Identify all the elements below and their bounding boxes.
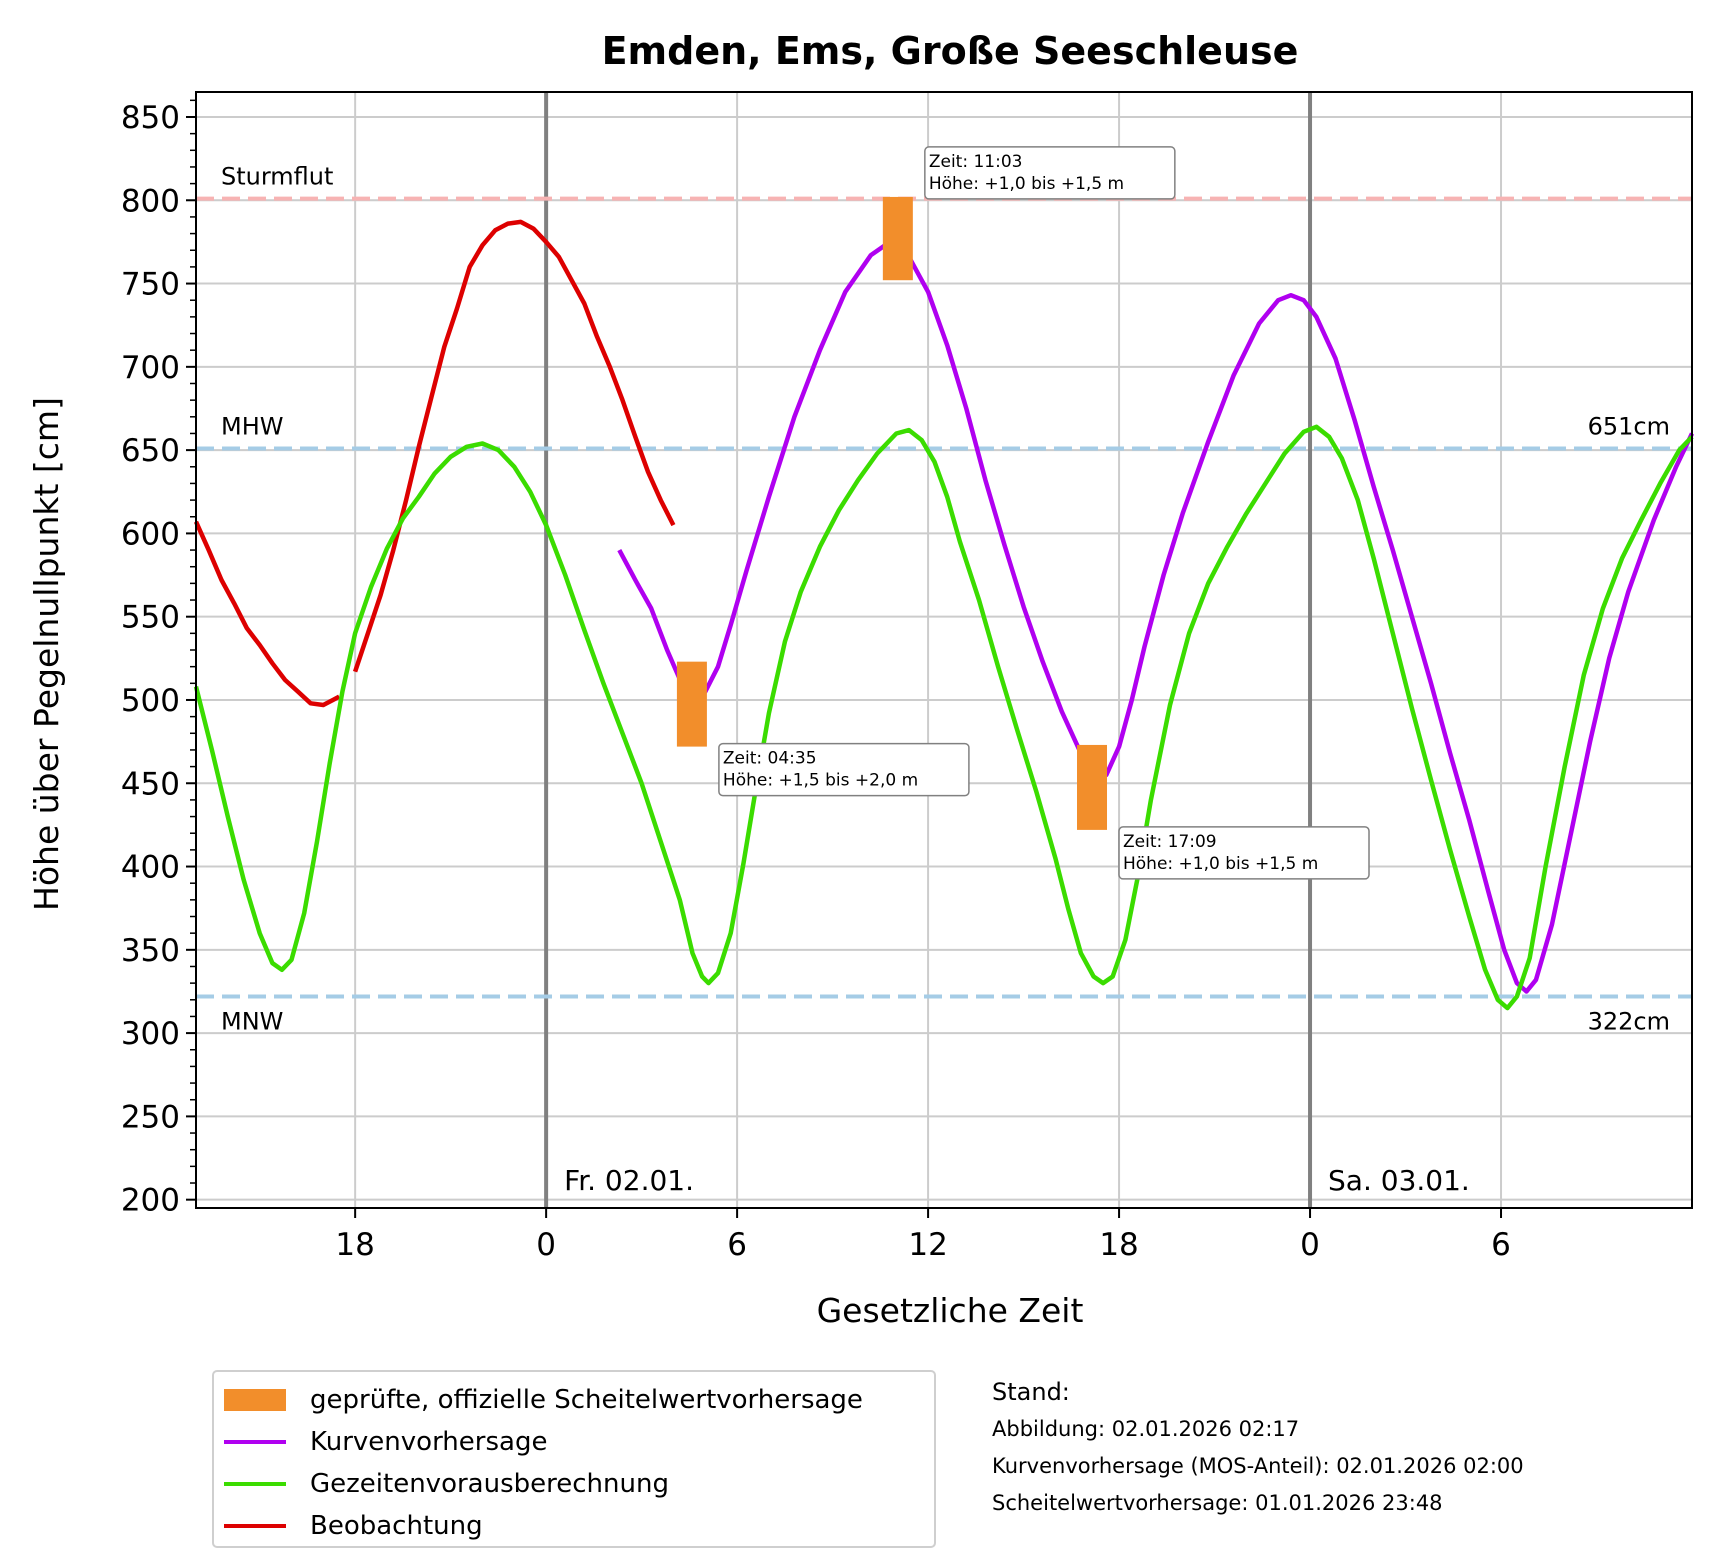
x-tick-label: 0: [536, 1227, 556, 1263]
y-tick-label: 300: [121, 1016, 180, 1052]
x-tick-label: 18: [1099, 1227, 1138, 1263]
y-tick-label: 250: [121, 1099, 180, 1135]
crest-annotation-text: Höhe: +1,0 bis +1,5 m: [929, 174, 1124, 194]
y-tick-label: 500: [121, 683, 180, 719]
legend-swatch-gezeiten: [224, 1482, 286, 1486]
legend: geprüfte, offizielle Scheitelwertvorhers…: [212, 1370, 936, 1548]
y-tick-label: 750: [121, 267, 180, 303]
y-tick-label: 800: [121, 183, 180, 219]
legend-label: Kurvenvorhersage: [310, 1427, 548, 1457]
legend-item: Gezeitenvorausberechnung: [224, 1466, 669, 1502]
x-tick-label: 6: [1491, 1227, 1511, 1263]
y-tick-label: 550: [121, 600, 180, 636]
reference-lines: Sturmflut MHW 651cm MNW 322cm: [196, 163, 1692, 1035]
crest-annotation-text: Zeit: 11:03: [929, 152, 1023, 172]
plot-frame: [195, 91, 1693, 1209]
stand-info: Stand: Abbildung: 02.01.2026 02:17 Kurve…: [992, 1374, 1524, 1522]
crest-annotation-text: Zeit: 17:09: [1123, 832, 1217, 852]
y-axis-label: Höhe über Pegelnullpunkt [cm]: [27, 397, 66, 911]
reference-label: Sturmflut: [221, 163, 333, 191]
stand-line: Kurvenvorhersage (MOS-Anteil): 02.01.202…: [992, 1454, 1524, 1478]
chart-title: Emden, Ems, Große Seeschleuse: [602, 29, 1299, 73]
legend-swatch-crest: [224, 1389, 286, 1411]
x-tick-label: 0: [1300, 1227, 1320, 1263]
x-tick-label: 18: [335, 1227, 374, 1263]
day-separators: Fr. 02.01. Sa. 03.01.: [544, 92, 1470, 1208]
legend-swatch-beobachtung: [224, 1524, 286, 1528]
x-tick-label: 6: [727, 1227, 747, 1263]
crest-forecast-bar: [676, 661, 707, 747]
crest-forecast-bar: [882, 196, 913, 281]
grid: [196, 92, 1692, 1208]
legend-item: Kurvenvorhersage: [224, 1424, 547, 1460]
crest-annotation-text: Höhe: +1,0 bis +1,5 m: [1123, 854, 1318, 874]
legend-label: Beobachtung: [310, 1511, 483, 1541]
crest-annotation-text: Zeit: 04:35: [723, 749, 817, 769]
series-line-kurvenvorhersage: [617, 239, 1695, 994]
tide-chart: Emden, Ems, Große Seeschleuse Fr. 02.01.…: [27, 29, 1695, 1330]
y-tick-label: 850: [121, 100, 180, 136]
y-tick-label: 350: [121, 933, 180, 969]
y-tick-label: 450: [121, 766, 180, 802]
crest-annotation-box: [924, 146, 1176, 200]
day-label: Sa. 03.01.: [1328, 1164, 1470, 1197]
series-line-gezeitenvorausberechnung: [193, 424, 1694, 1011]
reference-value-label: 651cm: [1588, 412, 1670, 440]
crest-annotation-text: Höhe: +1,5 bis +2,0 m: [723, 771, 918, 791]
legend-swatch-kurve: [224, 1440, 286, 1444]
y-tick-label: 400: [121, 850, 180, 886]
stand-heading: Stand:: [992, 1378, 1070, 1406]
reference-value-label: 322cm: [1588, 1007, 1670, 1035]
legend-label: geprüfte, offizielle Scheitelwertvorhers…: [310, 1385, 863, 1415]
y-tick-label: 600: [121, 516, 180, 552]
stand-line: Scheitelwertvorhersage: 01.01.2026 23:48: [992, 1491, 1443, 1515]
crest-annotation-box: [1118, 826, 1370, 880]
stand-line: Abbildung: 02.01.2026 02:17: [992, 1417, 1300, 1441]
series-line-beobachtung: [193, 520, 341, 708]
series-line-beobachtung: [352, 219, 676, 673]
axes: 2002503003504004505005506006507007508008…: [121, 99, 1511, 1263]
reference-label: MHW: [221, 412, 283, 440]
x-axis-label: Gesetzliche Zeit: [817, 1291, 1084, 1330]
series-lines: [193, 219, 1695, 1011]
reference-label: MNW: [221, 1007, 283, 1035]
legend-item: geprüfte, offizielle Scheitelwertvorhers…: [224, 1382, 863, 1418]
legend-label: Gezeitenvorausberechnung: [310, 1469, 669, 1499]
x-tick-label: 12: [908, 1227, 947, 1263]
y-tick-label: 700: [121, 350, 180, 386]
y-tick-label: 200: [121, 1183, 180, 1219]
y-tick-label: 650: [121, 433, 180, 469]
crest-annotation-box: [718, 742, 970, 797]
legend-item: Beobachtung: [224, 1508, 483, 1544]
crest-forecast-bar: [1077, 744, 1108, 830]
day-label: Fr. 02.01.: [564, 1164, 694, 1197]
